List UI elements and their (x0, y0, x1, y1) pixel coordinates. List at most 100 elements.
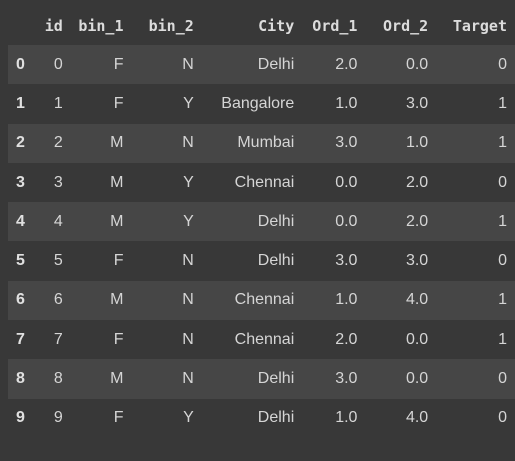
cell-id: 6 (53, 291, 63, 309)
cell-ord-1: 0.0 (335, 173, 358, 191)
cell-target: 0 (498, 409, 507, 427)
cell-city: Mumbai (237, 134, 295, 152)
cell-city: Delhi (257, 212, 295, 230)
cell-ord-2: 3.0 (405, 252, 429, 270)
table-header: id bin_1 bin_2 City Ord_1 Ord_2 Target (8, 7, 515, 45)
cell-city: Delhi (257, 409, 295, 427)
cell-city: Chennai (234, 330, 295, 348)
cell-bin-2: Y (183, 173, 194, 191)
cell-bin-2: N (182, 134, 194, 152)
cell-ord-1: 3.0 (335, 134, 358, 152)
table-row: 1 1 F Y Bangalore 1.0 3.0 1 (8, 84, 515, 124)
cell-bin-1: M (110, 370, 124, 388)
cell-bin-2: N (182, 291, 194, 309)
cell-target: 1 (498, 212, 507, 230)
cell-ord-2: 0.0 (405, 55, 429, 73)
cell-target: 0 (498, 173, 507, 191)
row-index: 8 (16, 370, 25, 388)
table-row: 5 5 F N Delhi 3.0 3.0 0 (8, 241, 515, 281)
index-header (8, 7, 35, 45)
cell-id: 8 (53, 370, 63, 388)
cell-bin-2: Y (183, 409, 194, 427)
cell-id: 7 (53, 330, 63, 348)
cell-ord-1: 2.0 (335, 330, 358, 348)
cell-ord-1: 1.0 (335, 291, 358, 309)
row-index: 9 (16, 409, 25, 427)
cell-bin-1: M (110, 212, 124, 230)
row-index: 7 (16, 330, 25, 348)
column-header-city: City (258, 17, 295, 35)
cell-ord-2: 2.0 (405, 212, 429, 230)
cell-id: 2 (53, 134, 63, 152)
cell-target: 0 (498, 55, 507, 73)
cell-bin-2: N (182, 330, 194, 348)
cell-city: Delhi (257, 55, 295, 73)
cell-bin-1: M (110, 173, 124, 191)
cell-target: 0 (498, 370, 507, 388)
cell-bin-1: F (113, 330, 124, 348)
column-header-ord-1: Ord_1 (312, 17, 358, 35)
table-row: 7 7 F N Chennai 2.0 0.0 1 (8, 320, 515, 360)
column-header-target: Target (452, 17, 507, 35)
cell-city: Delhi (257, 370, 295, 388)
cell-bin-1: M (110, 134, 124, 152)
cell-bin-2: N (182, 252, 194, 270)
cell-ord-1: 3.0 (335, 370, 358, 388)
cell-target: 1 (498, 330, 507, 348)
cell-city: Bangalore (221, 94, 295, 112)
header-row: id bin_1 bin_2 City Ord_1 Ord_2 Target (8, 7, 515, 45)
cell-id: 0 (53, 55, 63, 73)
cell-id: 9 (53, 409, 63, 427)
cell-bin-2: Y (183, 94, 194, 112)
cell-ord-1: 0.0 (335, 212, 358, 230)
cell-ord-2: 0.0 (405, 330, 429, 348)
cell-target: 0 (498, 252, 507, 270)
cell-id: 1 (53, 94, 63, 112)
column-header-id: id (44, 17, 63, 35)
cell-id: 3 (53, 173, 63, 191)
cell-bin-2: N (182, 370, 194, 388)
column-header-bin-1: bin_1 (78, 17, 124, 35)
row-index: 0 (16, 55, 25, 73)
cell-target: 1 (498, 134, 507, 152)
cell-ord-1: 3.0 (335, 252, 358, 270)
row-index: 5 (16, 252, 25, 270)
table-row: 9 9 F Y Delhi 1.0 4.0 0 (8, 398, 515, 438)
cell-id: 5 (53, 252, 63, 270)
cell-bin-2: Y (183, 212, 194, 230)
cell-target: 1 (498, 291, 507, 309)
cell-bin-1: M (110, 291, 124, 309)
row-index: 1 (16, 94, 25, 112)
cell-city: Chennai (234, 173, 295, 191)
cell-target: 1 (498, 94, 507, 112)
row-index: 4 (16, 212, 25, 230)
cell-bin-1: F (113, 55, 124, 73)
row-index: 6 (16, 291, 25, 309)
table-row: 2 2 M N Mumbai 3.0 1.0 1 (8, 123, 515, 163)
table-row: 3 3 M Y Chennai 0.0 2.0 0 (8, 162, 515, 203)
cell-bin-1: F (113, 409, 124, 427)
table-row: 8 8 M N Delhi 3.0 0.0 0 (8, 359, 515, 399)
cell-bin-1: F (113, 94, 124, 112)
cell-city: Delhi (257, 252, 295, 270)
cell-ord-1: 2.0 (335, 55, 358, 73)
cell-id: 4 (53, 212, 63, 230)
cell-bin-1: F (113, 252, 124, 270)
column-header-bin-2: bin_2 (148, 17, 194, 35)
cell-ord-2: 3.0 (405, 94, 429, 112)
cell-ord-2: 0.0 (405, 370, 429, 388)
row-index: 3 (16, 173, 25, 191)
cell-ord-1: 1.0 (335, 94, 358, 112)
row-index: 2 (16, 134, 25, 152)
table-row: 0 0 F N Delhi 2.0 0.0 0 (8, 45, 515, 85)
cell-ord-1: 1.0 (335, 409, 358, 427)
table-row: 4 4 M Y Delhi 0.0 2.0 1 (8, 202, 515, 242)
dataframe-table: id bin_1 bin_2 City Ord_1 Ord_2 Target 0… (8, 7, 515, 438)
cell-bin-2: N (182, 55, 194, 73)
cell-ord-2: 2.0 (405, 173, 429, 191)
table-body: 0 0 F N Delhi 2.0 0.0 0 1 1 F Y Bangalore 1.0 3.0 1 2 2 M N… (8, 45, 515, 438)
cell-ord-2: 1.0 (405, 134, 429, 152)
column-header-ord-2: Ord_2 (383, 17, 429, 35)
cell-ord-2: 4.0 (405, 409, 429, 427)
